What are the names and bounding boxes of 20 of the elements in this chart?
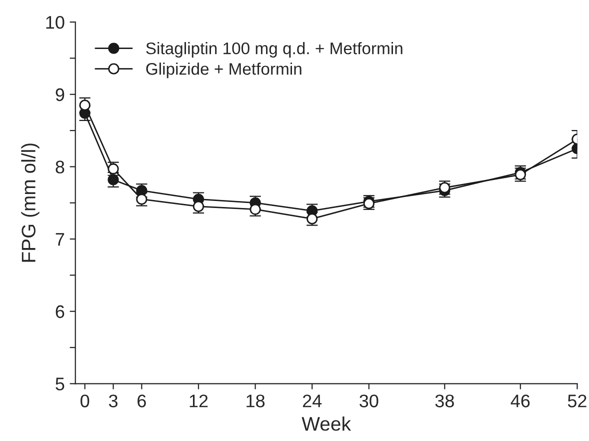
legend-label: Glipizide + Metformin — [146, 62, 302, 78]
legend-label: Sitagliptin 100 mg q.d. + Metformin — [146, 42, 402, 58]
y-tick-label: 6 — [56, 305, 64, 318]
x-tick-label: 6 — [138, 394, 146, 408]
x-tick-label: 0 — [80, 394, 90, 408]
y-tick-label: 5 — [56, 378, 64, 390]
x-tick-label: 30 — [360, 394, 378, 408]
y-tick-label: 7 — [56, 233, 64, 246]
y-tick-label: 10 — [46, 16, 64, 29]
x-tick-label: 3 — [108, 394, 118, 408]
x-tick-label: 46 — [510, 394, 530, 408]
x-tick-label: 38 — [435, 394, 454, 408]
x-tick-label: 52 — [568, 394, 586, 408]
x-axis-title: Week — [302, 416, 352, 431]
y-tick-label: 8 — [56, 160, 64, 174]
x-tick-label: 12 — [190, 394, 208, 408]
y-axis-title: FPG (mm ol/l) — [21, 144, 40, 262]
x-tick-label: 18 — [246, 394, 265, 408]
x-tick-label: 24 — [302, 394, 322, 408]
y-tick-label: 9 — [56, 88, 64, 102]
